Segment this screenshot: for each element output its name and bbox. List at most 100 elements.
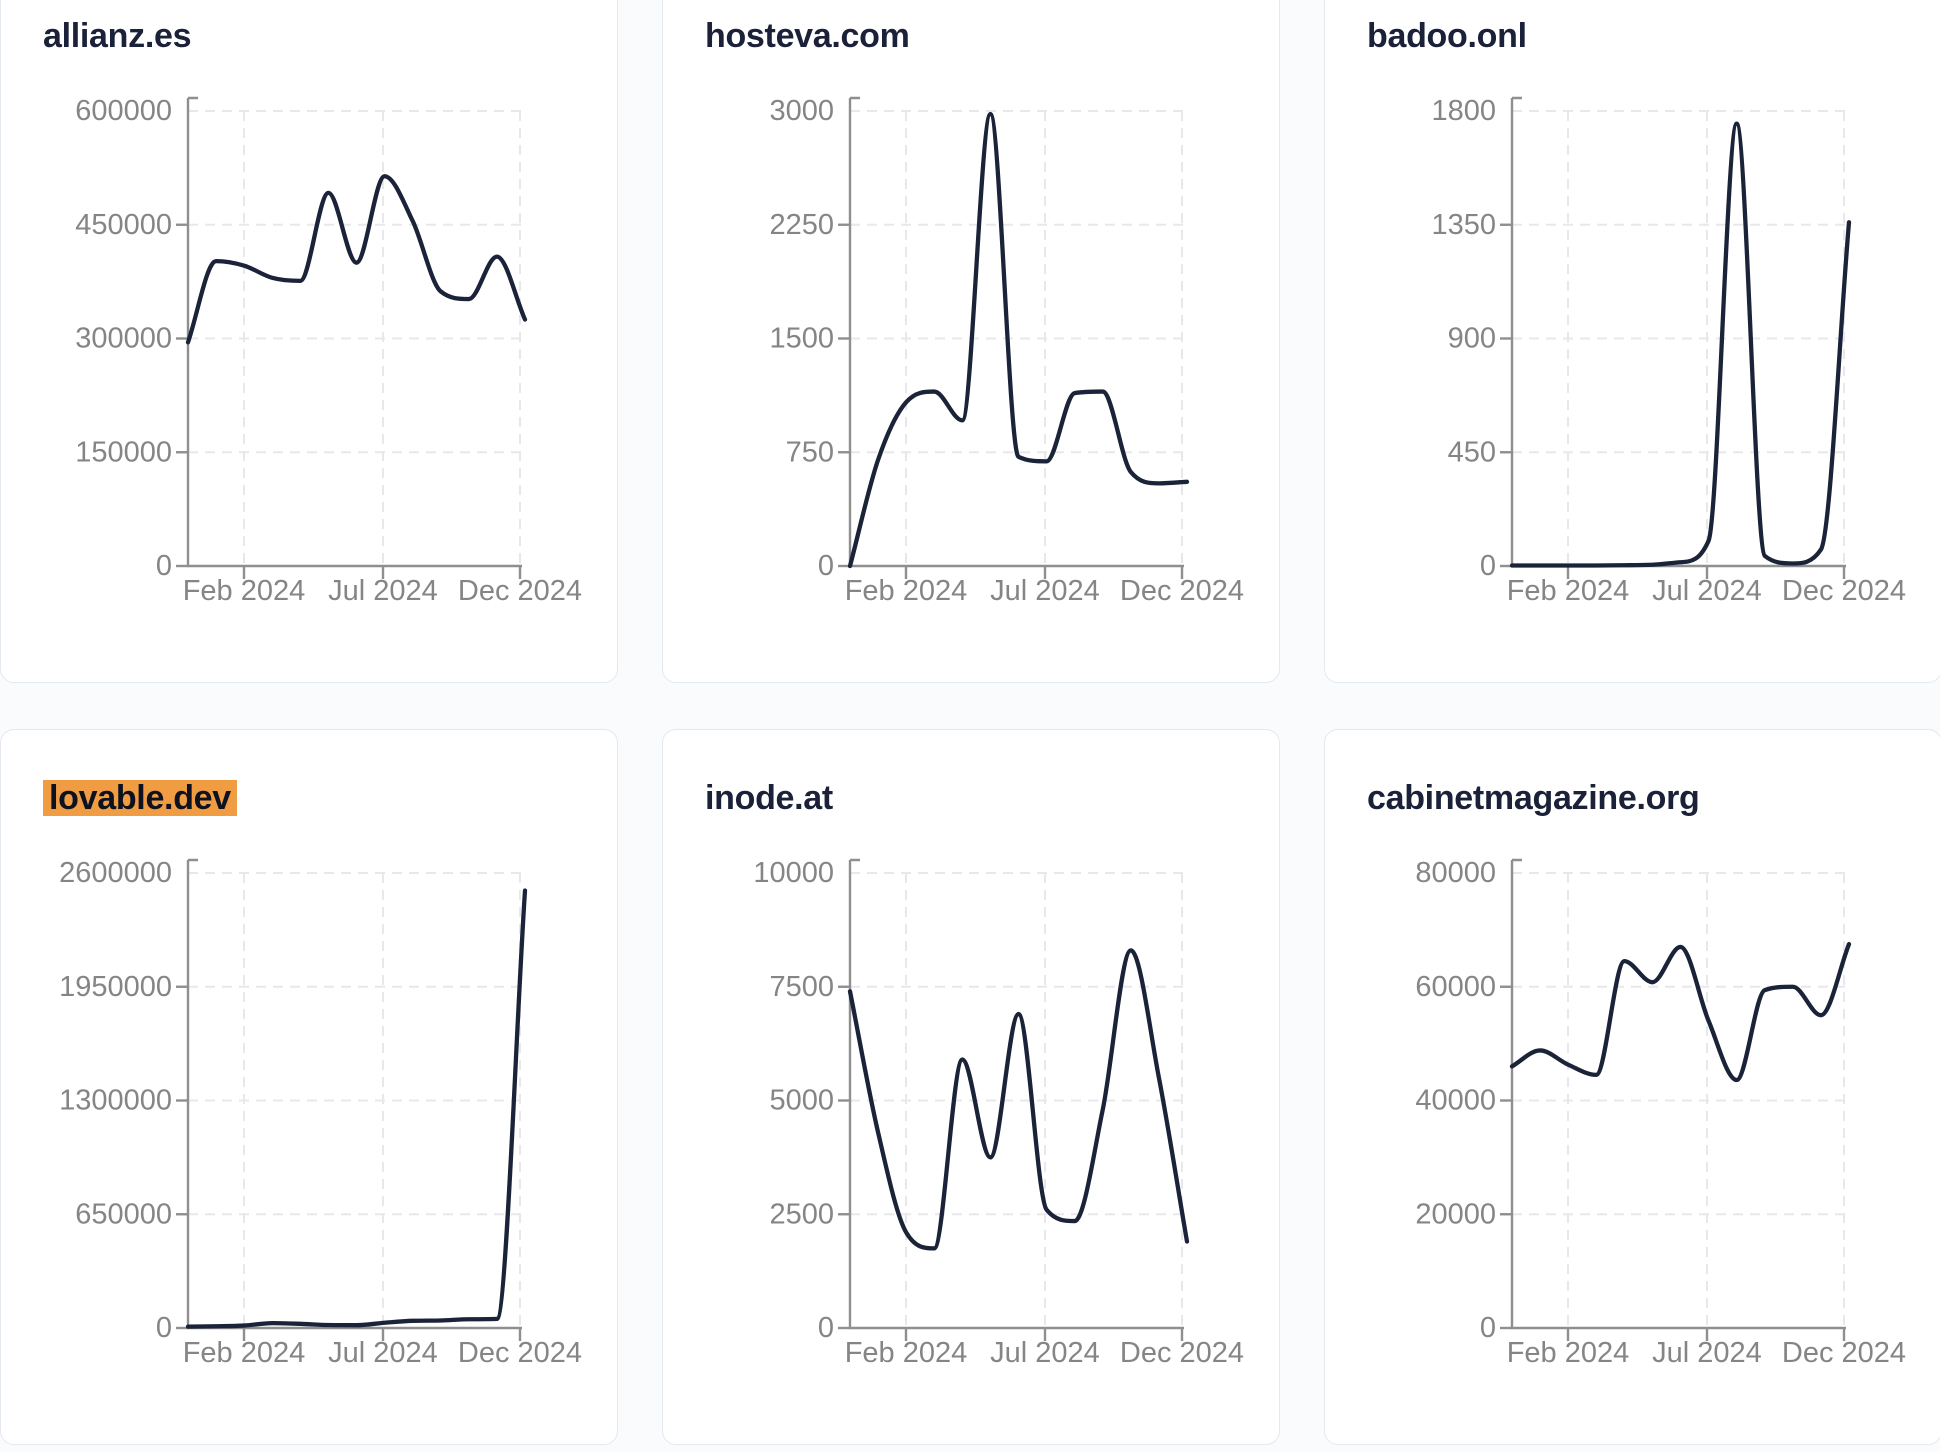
x-tick-label: Dec 2024 [1120, 1337, 1244, 1369]
x-tick-label: Jul 2024 [990, 1337, 1100, 1369]
y-tick-label: 80000 [1415, 857, 1496, 889]
series-line [847, 111, 1190, 569]
x-tick-label: Jul 2024 [1652, 1337, 1762, 1369]
y-tick-label: 2500 [769, 1198, 834, 1230]
y-tick-label: 20000 [1415, 1198, 1496, 1230]
axis-layer [176, 96, 522, 579]
y-tick-label: 650000 [75, 1198, 172, 1230]
y-tick-label: 0 [1480, 550, 1496, 582]
y-tick-label: 7500 [769, 971, 834, 1003]
grid-layer [850, 110, 1190, 566]
axis-layer [176, 858, 522, 1341]
x-tick-label: Jul 2024 [990, 575, 1100, 607]
grid-layer [1512, 872, 1852, 1328]
domain-title-text: badoo.onl [1367, 17, 1527, 55]
series-line [185, 888, 528, 1329]
domain-chart-card: inode.at 0 2500 5000 7500 10000 Feb 2024 Jul 2… [662, 729, 1280, 1445]
y-tick-label: 0 [156, 1312, 172, 1344]
x-tick-label: Dec 2024 [458, 575, 582, 607]
traffic-line-chart: 0 650000 1300000 1950000 2600000 Feb 2024 Jul … [59, 857, 582, 1369]
x-tick-label: Jul 2024 [1652, 575, 1762, 607]
y-tick-label: 1500 [769, 323, 834, 355]
domain-chart-card: lovable.dev 0 650000 1300000 1950000 2600000… [0, 729, 618, 1445]
x-tick-label: Feb 2024 [1507, 1337, 1630, 1369]
x-tick-label: Feb 2024 [1507, 575, 1630, 607]
traffic-line-chart: 0 2500 5000 7500 10000 Feb 2024 Jul 2024 Dec 20… [753, 857, 1244, 1369]
x-tick-label: Dec 2024 [1782, 1337, 1906, 1369]
axis-lines [848, 96, 1184, 568]
traffic-line-chart: 0 150000 300000 450000 600000 Feb 2024 Jul 202… [75, 95, 582, 607]
y-tick-label: 10000 [753, 857, 834, 889]
domain-chart-card: cabinetmagazine.org 0 20000 40000 60000 8000… [1324, 729, 1940, 1445]
tick-labels: 0 150000 300000 450000 600000 Feb 2024 Jul 202… [75, 95, 582, 607]
y-tick-label: 300000 [75, 323, 172, 355]
y-tick-label: 750 [786, 436, 834, 468]
y-tick-label: 0 [156, 550, 172, 582]
traffic-line-chart: 0 450 900 1350 1800 Feb 2024 Jul 2024 Dec 2024 [1431, 95, 1906, 607]
domain-title-text: lovable.dev [43, 780, 237, 816]
series-line [847, 948, 1190, 1251]
tick-labels: 0 20000 40000 60000 80000 Feb 2024 Jul 2024 Dec… [1415, 857, 1906, 1369]
domain-title[interactable]: hosteva.com [705, 18, 910, 54]
x-tick-label: Feb 2024 [183, 575, 306, 607]
axis-layer [1500, 858, 1846, 1341]
series-line [185, 174, 528, 345]
axis-lines [848, 858, 1184, 1330]
y-tick-label: 5000 [769, 1085, 834, 1117]
axis-layer [838, 96, 1184, 579]
x-tick-label: Dec 2024 [1782, 575, 1906, 607]
domain-title[interactable]: lovable.dev [43, 780, 237, 816]
y-tick-label: 600000 [75, 95, 172, 127]
domain-title[interactable]: badoo.onl [1367, 18, 1527, 54]
tick-labels: 0 450 900 1350 1800 Feb 2024 Jul 2024 Dec 2024 [1431, 95, 1906, 607]
grid-layer [1512, 110, 1852, 566]
y-tick-label: 0 [818, 1312, 834, 1344]
axis-lines [186, 858, 522, 1330]
traffic-line-chart: 0 750 1500 2250 3000 Feb 2024 Jul 2024 Dec 2024 [769, 95, 1244, 607]
axis-lines [1510, 858, 1846, 1330]
x-tick-label: Jul 2024 [328, 1337, 438, 1369]
domain-title-text: allianz.es [43, 17, 192, 55]
y-tick-label: 0 [1480, 1312, 1496, 1344]
domain-title[interactable]: allianz.es [43, 17, 192, 55]
grid-layer [188, 110, 528, 566]
tick-labels: 0 2500 5000 7500 10000 Feb 2024 Jul 2024 Dec 20… [753, 857, 1244, 1369]
domain-chart-card: allianz.es 0 150000 300000 450000 600000 Feb … [0, 0, 618, 683]
y-tick-label: 450000 [75, 209, 172, 241]
y-tick-label: 450 [1448, 436, 1496, 468]
grid-layer [188, 872, 528, 1328]
y-tick-label: 1350 [1431, 209, 1496, 241]
y-tick-label: 900 [1448, 323, 1496, 355]
y-tick-label: 1300000 [59, 1085, 172, 1117]
grid-layer [850, 872, 1190, 1328]
domain-chart-card: hosteva.com 0 750 1500 2250 3000 Feb 2024 Jul … [662, 0, 1280, 683]
axis-lines [186, 96, 522, 568]
y-tick-label: 2250 [769, 209, 834, 241]
y-tick-label: 3000 [769, 95, 834, 127]
series-line [1509, 121, 1852, 568]
domain-title-text: inode.at [705, 779, 833, 817]
x-tick-label: Feb 2024 [183, 1337, 306, 1369]
domain-title[interactable]: inode.at [705, 780, 833, 816]
domain-title[interactable]: cabinetmagazine.org [1367, 780, 1700, 816]
traffic-line-chart: 0 20000 40000 60000 80000 Feb 2024 Jul 2024 Dec… [1415, 857, 1906, 1369]
y-tick-label: 40000 [1415, 1085, 1496, 1117]
x-tick-label: Dec 2024 [1120, 575, 1244, 607]
y-tick-label: 150000 [75, 436, 172, 468]
tick-labels: 0 750 1500 2250 3000 Feb 2024 Jul 2024 Dec 2024 [769, 95, 1244, 607]
y-tick-label: 0 [818, 550, 834, 582]
axis-lines [1510, 96, 1846, 568]
domain-chart-card: badoo.onl 0 450 900 1350 1800 Feb 2024 Jul 202… [1324, 0, 1940, 683]
x-tick-label: Feb 2024 [845, 575, 968, 607]
tick-labels: 0 650000 1300000 1950000 2600000 Feb 2024 Jul … [59, 857, 582, 1369]
x-tick-label: Dec 2024 [458, 1337, 582, 1369]
domain-title-text: hosteva.com [705, 17, 910, 55]
y-tick-label: 1950000 [59, 971, 172, 1003]
y-tick-label: 2600000 [59, 857, 172, 889]
y-tick-label: 1800 [1431, 95, 1496, 127]
x-tick-label: Jul 2024 [328, 575, 438, 607]
x-tick-label: Feb 2024 [845, 1337, 968, 1369]
series-line [1509, 941, 1852, 1083]
y-tick-label: 60000 [1415, 971, 1496, 1003]
